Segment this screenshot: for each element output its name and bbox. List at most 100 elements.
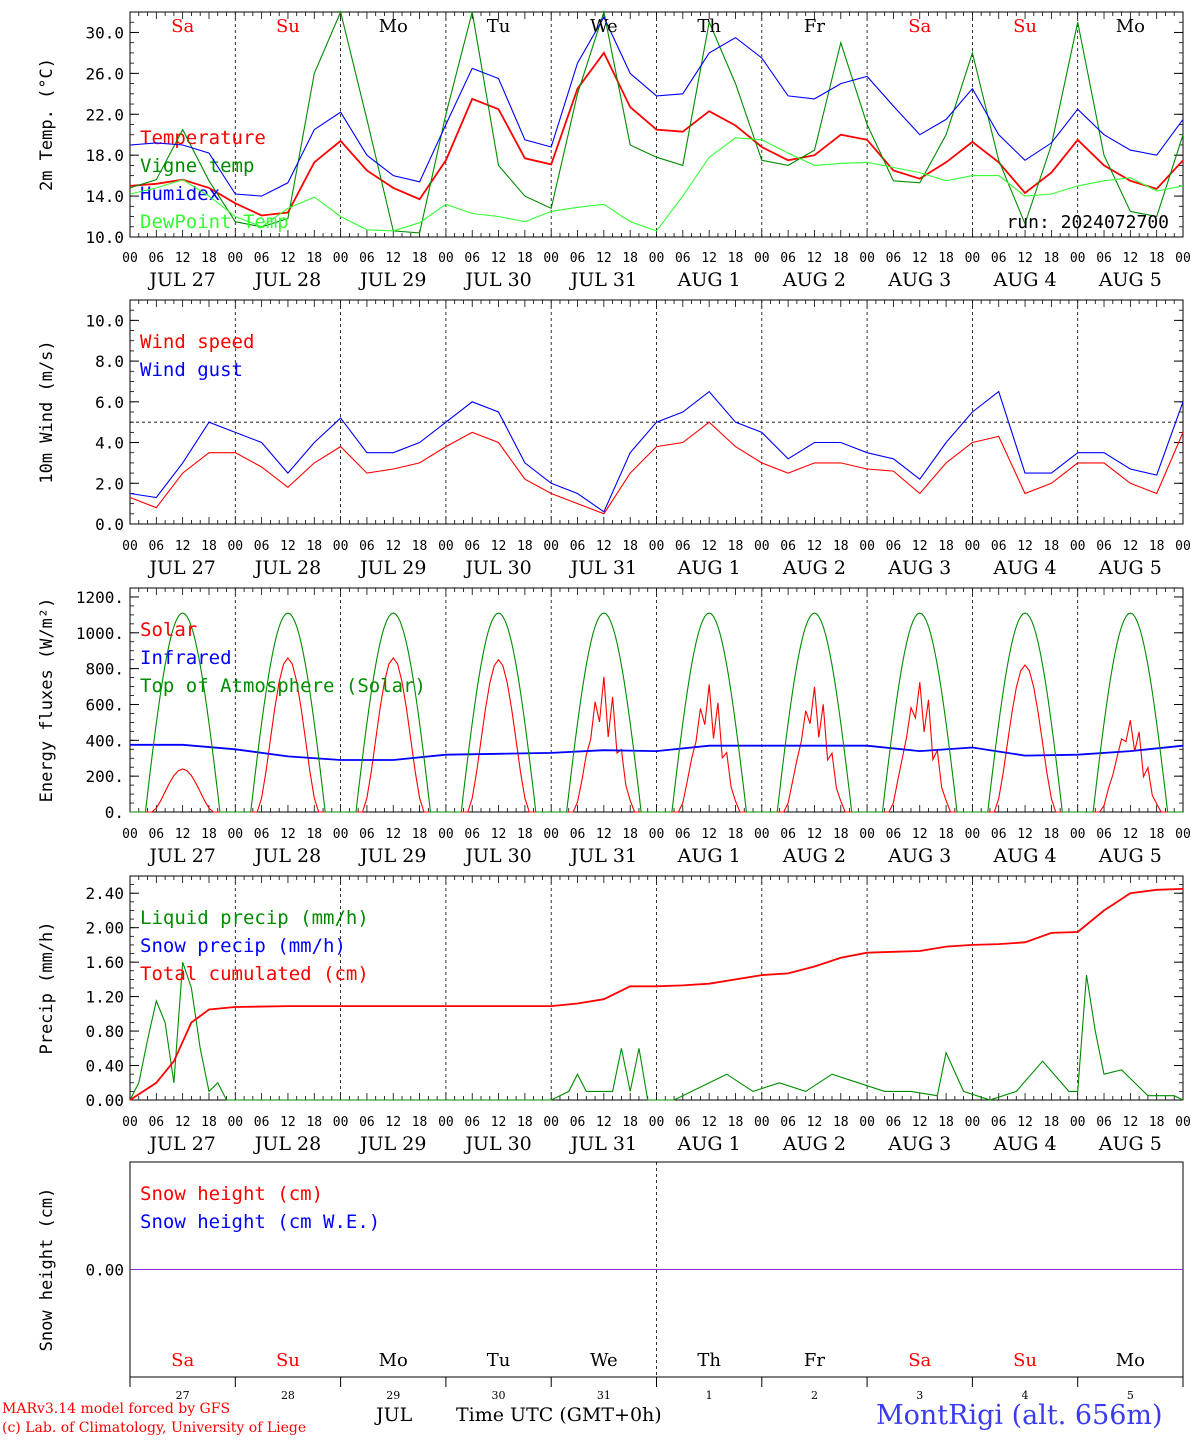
day-name-label: Su	[276, 1350, 300, 1371]
date-label: JUL 30	[463, 557, 531, 579]
day-name-label: We	[590, 16, 618, 37]
hour-tick-label: 06	[359, 827, 375, 842]
hour-tick-label: 18	[412, 251, 428, 266]
date-label: AUG 4	[993, 557, 1057, 579]
day-name-label: Su	[1013, 16, 1037, 37]
y-tick-label: 1.60	[85, 953, 124, 972]
hour-tick-label: 00	[122, 1115, 138, 1130]
hour-tick-label: 18	[938, 251, 954, 266]
hour-tick-label: 00	[859, 827, 875, 842]
hour-tick-label: 00	[1175, 251, 1191, 266]
date-label: JUL 28	[253, 1133, 321, 1155]
y-tick-label: 22.0	[85, 105, 124, 124]
hour-tick-label: 06	[570, 539, 586, 554]
hour-tick-label: 06	[1096, 251, 1112, 266]
date-label: AUG 2	[782, 845, 846, 867]
y-tick-label: 30.0	[85, 23, 124, 42]
y-tick-label: 2.40	[85, 884, 124, 903]
y-tick-label: 600.	[85, 695, 124, 714]
hour-tick-label: 06	[780, 827, 796, 842]
day-number-label: 30	[492, 1389, 506, 1402]
hour-tick-label: 12	[701, 1115, 717, 1130]
hour-tick-label: 00	[227, 1115, 243, 1130]
date-label: AUG 3	[887, 269, 951, 291]
hour-tick-label: 00	[965, 539, 981, 554]
day-number-label: 29	[386, 1389, 400, 1402]
date-label: AUG 3	[887, 557, 951, 579]
hour-tick-label: 12	[912, 1115, 928, 1130]
date-label: JUL 30	[463, 1133, 531, 1155]
hour-tick-label: 00	[754, 251, 770, 266]
date-label: JUL 28	[253, 557, 321, 579]
hour-tick-label: 12	[1017, 539, 1033, 554]
station-name: MontRigi (alt. 656m)	[876, 1400, 1163, 1431]
date-label: JUL 27	[147, 557, 215, 579]
hour-tick-label: 00	[1175, 827, 1191, 842]
day-name-label: Tu	[487, 1350, 511, 1371]
y-tick-label: 0.	[105, 803, 124, 822]
hour-tick-label: 12	[175, 251, 191, 266]
day-name-label: We	[590, 1350, 618, 1371]
legend-entry: Liquid precip (mm/h)	[140, 907, 369, 929]
date-label: JUL 27	[147, 845, 215, 867]
y-tick-label: 1.20	[85, 988, 124, 1007]
month-label: JUL	[376, 1404, 413, 1426]
hour-tick-label: 00	[859, 251, 875, 266]
hour-tick-label: 00	[1070, 1115, 1086, 1130]
hour-tick-label: 00	[438, 1115, 454, 1130]
y-tick-label: 0.40	[85, 1057, 124, 1076]
hour-tick-label: 12	[385, 1115, 401, 1130]
date-label: AUG 5	[1098, 845, 1162, 867]
date-label: AUG 5	[1098, 1133, 1162, 1155]
date-label: AUG 4	[993, 269, 1057, 291]
legend-entry: Temperature	[140, 127, 266, 149]
date-label: JUL 30	[463, 269, 531, 291]
hour-tick-label: 12	[1017, 827, 1033, 842]
hour-tick-label: 18	[622, 1115, 638, 1130]
hour-tick-label: 00	[333, 539, 349, 554]
hour-tick-label: 00	[754, 539, 770, 554]
date-label: JUL 31	[569, 557, 637, 579]
panel-frame-wind	[129, 299, 1184, 525]
hour-tick-label: 12	[701, 539, 717, 554]
y-tick-label: 10.0	[85, 311, 124, 330]
hour-tick-label: 18	[728, 827, 744, 842]
hour-tick-label: 12	[807, 1115, 823, 1130]
hour-tick-label: 00	[543, 1115, 559, 1130]
hour-tick-label: 18	[622, 827, 638, 842]
hour-tick-label: 06	[991, 251, 1007, 266]
y-axis-label: Snow height (cm)	[37, 1188, 57, 1352]
hour-tick-label: 18	[201, 539, 217, 554]
hour-tick-label: 18	[412, 539, 428, 554]
hour-tick-label: 18	[1044, 827, 1060, 842]
legend-entry: Snow precip (mm/h)	[140, 935, 346, 957]
series-line-infrared	[130, 743, 1184, 761]
hour-tick-label: 18	[728, 539, 744, 554]
hour-tick-label: 00	[754, 1115, 770, 1130]
hour-tick-label: 06	[675, 1115, 691, 1130]
hour-tick-label: 00	[333, 1115, 349, 1130]
hour-tick-label: 18	[1044, 539, 1060, 554]
hour-tick-label: 18	[201, 827, 217, 842]
hour-tick-label: 00	[1070, 827, 1086, 842]
y-tick-label: 6.0	[95, 393, 124, 412]
day-name-label: Sa	[171, 1350, 194, 1371]
day-number-label: 5	[1127, 1389, 1134, 1402]
day-name-label: Sa	[908, 1350, 931, 1371]
hour-tick-label: 06	[148, 539, 164, 554]
hour-tick-label: 06	[570, 251, 586, 266]
day-name-label: Tu	[487, 16, 511, 37]
y-tick-label: 0.00	[85, 1091, 124, 1110]
hour-tick-label: 06	[148, 251, 164, 266]
hour-tick-label: 00	[965, 827, 981, 842]
hour-tick-label: 00	[1070, 251, 1086, 266]
hour-tick-label: 00	[227, 251, 243, 266]
y-tick-label: 800.	[85, 660, 124, 679]
hour-tick-label: 06	[148, 1115, 164, 1130]
hour-tick-label: 06	[254, 827, 270, 842]
y-tick-label: 2.00	[85, 919, 124, 938]
hour-tick-label: 06	[254, 539, 270, 554]
hour-tick-label: 06	[675, 251, 691, 266]
hour-tick-label: 00	[543, 251, 559, 266]
